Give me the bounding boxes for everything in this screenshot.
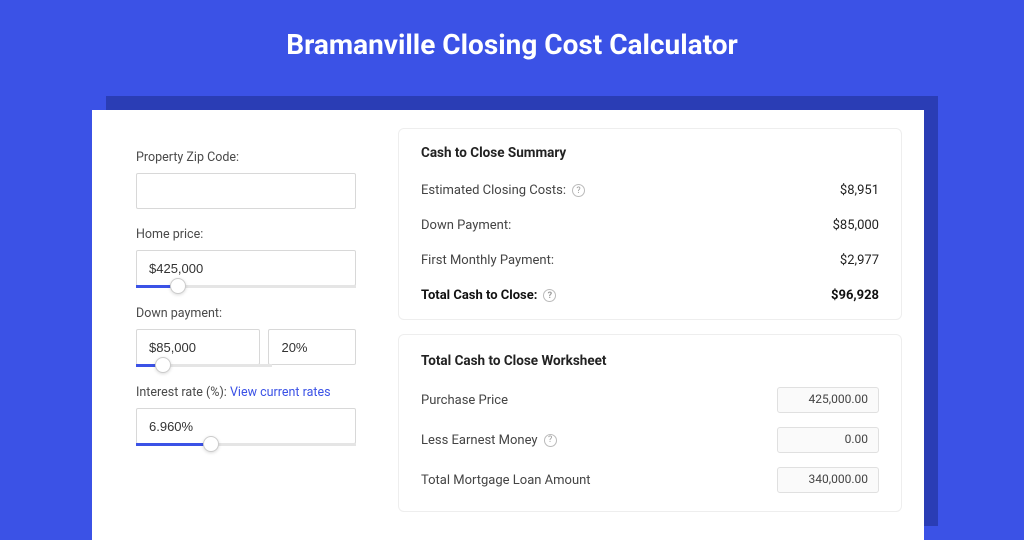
price-slider[interactable] — [136, 285, 356, 288]
worksheet-label-text: Purchase Price — [421, 393, 508, 408]
results-column: Cash to Close Summary Estimated Closing … — [384, 110, 924, 540]
price-slider-thumb[interactable] — [170, 278, 186, 294]
worksheet-panel: Total Cash to Close Worksheet Purchase P… — [398, 334, 902, 512]
zip-input[interactable] — [136, 173, 356, 209]
summary-row-value: $8,951 — [840, 183, 879, 198]
zip-label: Property Zip Code: — [136, 150, 356, 165]
down-slider-thumb[interactable] — [155, 357, 171, 373]
worksheet-label-text: Total Mortgage Loan Amount — [421, 473, 591, 488]
worksheet-row: Total Mortgage Loan Amount 340,000.00 — [421, 467, 879, 493]
price-field-group: Home price: — [136, 227, 356, 288]
rate-field-group: Interest rate (%): View current rates — [136, 385, 356, 446]
help-icon[interactable]: ? — [543, 289, 556, 302]
summary-row-value: $85,000 — [833, 218, 879, 233]
summary-row: Down Payment: $85,000 — [421, 210, 879, 245]
view-rates-link[interactable]: View current rates — [230, 385, 331, 400]
summary-row: Estimated Closing Costs: ? $8,951 — [421, 175, 879, 210]
calculator-card: Property Zip Code: Home price: Down paym… — [92, 110, 924, 540]
down-field-group: Down payment: — [136, 306, 356, 367]
help-icon[interactable]: ? — [544, 434, 557, 447]
down-percent-input[interactable] — [268, 329, 356, 365]
rate-label-row: Interest rate (%): View current rates — [136, 385, 356, 400]
worksheet-title: Total Cash to Close Worksheet — [421, 353, 879, 369]
worksheet-row: Purchase Price 425,000.00 — [421, 387, 879, 413]
worksheet-row-label: Less Earnest Money ? — [421, 433, 557, 448]
summary-total-text: Total Cash to Close: — [421, 288, 537, 303]
summary-total-row: Total Cash to Close: ? $96,928 — [421, 280, 879, 315]
summary-row-label: First Monthly Payment: — [421, 253, 554, 268]
price-input[interactable] — [136, 250, 356, 286]
price-label: Home price: — [136, 227, 356, 242]
down-slider[interactable] — [136, 364, 272, 367]
summary-row-label: Down Payment: — [421, 218, 511, 233]
summary-total-label: Total Cash to Close: ? — [421, 288, 556, 303]
rate-slider-fill — [136, 443, 211, 446]
down-label: Down payment: — [136, 306, 356, 321]
summary-label-text: Down Payment: — [421, 218, 511, 233]
inputs-column: Property Zip Code: Home price: Down paym… — [92, 110, 384, 540]
summary-title: Cash to Close Summary — [421, 145, 879, 161]
worksheet-row-value[interactable]: 425,000.00 — [777, 387, 879, 413]
rate-label: Interest rate (%): — [136, 385, 227, 400]
summary-row-label: Estimated Closing Costs: ? — [421, 183, 585, 198]
summary-row: First Monthly Payment: $2,977 — [421, 245, 879, 280]
summary-label-text: First Monthly Payment: — [421, 253, 554, 268]
worksheet-row-value[interactable]: 340,000.00 — [777, 467, 879, 493]
summary-panel: Cash to Close Summary Estimated Closing … — [398, 128, 902, 320]
worksheet-row-value[interactable]: 0.00 — [777, 427, 879, 453]
zip-field-group: Property Zip Code: — [136, 150, 356, 209]
down-amount-input[interactable] — [136, 329, 260, 365]
page-title: Bramanville Closing Cost Calculator — [0, 0, 1024, 85]
rate-slider-thumb[interactable] — [203, 436, 219, 452]
summary-total-value: $96,928 — [831, 288, 879, 303]
rate-input[interactable] — [136, 408, 356, 444]
worksheet-label-text: Less Earnest Money — [421, 433, 538, 448]
help-icon[interactable]: ? — [572, 184, 585, 197]
worksheet-row: Less Earnest Money ? 0.00 — [421, 427, 879, 453]
rate-slider[interactable] — [136, 443, 356, 446]
worksheet-row-label: Total Mortgage Loan Amount — [421, 473, 591, 488]
worksheet-row-label: Purchase Price — [421, 393, 508, 408]
summary-row-value: $2,977 — [840, 253, 879, 268]
summary-label-text: Estimated Closing Costs: — [421, 183, 566, 198]
